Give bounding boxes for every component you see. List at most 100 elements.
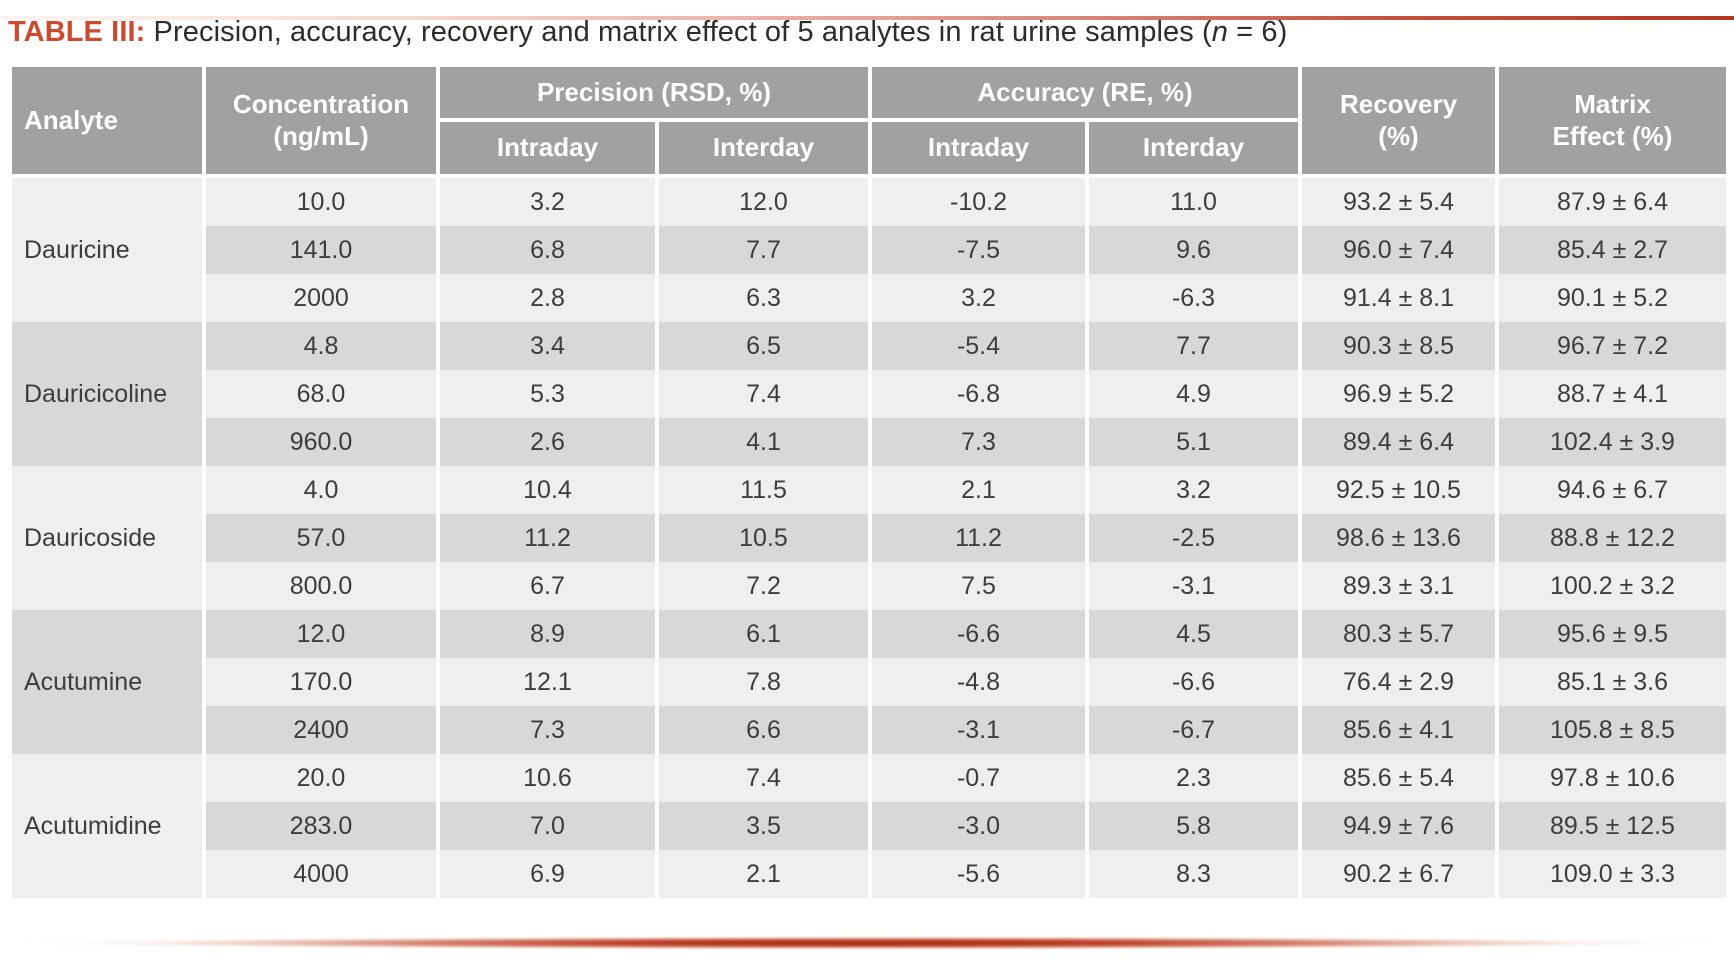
table-row: 2400 7.3 6.6 -3.1 -6.7 85.6 ± 4.1 105.8 ± 8.5: [10, 706, 1730, 754]
analyte-cell: Acutumidine: [8, 754, 206, 898]
accuracy-intraday-cell: -6.6: [868, 610, 1089, 658]
recovery-cell: 90.2 ± 6.7: [1298, 850, 1499, 898]
table-row: Dauricoside 4.0 10.4 11.5 2.1 3.2 92.5 ± 10.5 9…: [8, 466, 1730, 610]
recovery-cell: 98.6 ± 13.6: [1298, 514, 1499, 562]
matrix-effect-cell: 105.8 ± 8.5: [1495, 706, 1730, 754]
column-header-recovery: Recovery (%): [1298, 63, 1499, 178]
table-row: 4000 6.9 2.1 -5.6 8.3 90.2 ± 6.7 109.0 ± 3.3: [10, 850, 1730, 898]
concentration-cell: 68.0: [202, 370, 440, 418]
matrix-effect-cell: 85.1 ± 3.6: [1495, 658, 1730, 706]
precision-intraday-cell: 10.4: [436, 466, 659, 514]
accuracy-intraday-cell: -4.8: [868, 658, 1089, 706]
concentration-cell: 20.0: [202, 754, 440, 802]
accuracy-intraday-cell: -3.0: [868, 802, 1089, 850]
recovery-cell: 89.3 ± 3.1: [1298, 562, 1499, 610]
precision-intraday-cell: 8.9: [436, 610, 659, 658]
precision-intraday-cell: 6.7: [436, 562, 659, 610]
precision-intraday-cell: 5.3: [436, 370, 659, 418]
results-table: Analyte Concentration (ng/mL) Precision …: [8, 63, 1730, 898]
accuracy-interday-cell: -6.7: [1085, 706, 1302, 754]
precision-interday-cell: 6.5: [655, 322, 872, 370]
recovery-cell: 93.2 ± 5.4: [1298, 176, 1499, 226]
recovery-cell: 89.4 ± 6.4: [1298, 418, 1499, 466]
precision-intraday-cell: 3.4: [436, 322, 659, 370]
precision-interday-cell: 6.1: [655, 610, 872, 658]
recovery-cell: 94.9 ± 7.6: [1298, 802, 1499, 850]
column-header-precision-intraday: Intraday: [436, 118, 659, 178]
precision-intraday-cell: 12.1: [436, 658, 659, 706]
table-caption-label: TABLE III:: [8, 16, 146, 48]
precision-intraday-cell: 10.6: [436, 754, 659, 802]
table-row: 800.0 6.7 7.2 7.5 -3.1 89.3 ± 3.1 100.2 ± 3.2: [10, 562, 1730, 610]
accuracy-interday-cell: 5.1: [1085, 418, 1302, 466]
matrix-effect-cell: 96.7 ± 7.2: [1495, 322, 1730, 370]
precision-intraday-cell: 6.8: [436, 226, 659, 274]
accuracy-interday-cell: 4.9: [1085, 370, 1302, 418]
concentration-cell: 170.0: [202, 658, 440, 706]
precision-intraday-cell: 6.9: [436, 850, 659, 898]
accuracy-interday-cell: 11.0: [1085, 176, 1302, 226]
table-row: Dauricicoline 4.8 3.4 6.5 -5.4 7.7 90.3 ± 8.5 9…: [8, 322, 1730, 466]
accuracy-intraday-cell: -5.6: [868, 850, 1089, 898]
recovery-cell: 80.3 ± 5.7: [1298, 610, 1499, 658]
precision-interday-cell: 7.2: [655, 562, 872, 610]
matrix-effect-cell: 109.0 ± 3.3: [1495, 850, 1730, 898]
column-header-accuracy-interday: Interday: [1085, 118, 1302, 178]
accuracy-interday-cell: 8.3: [1085, 850, 1302, 898]
matrix-effect-cell: 88.7 ± 4.1: [1495, 370, 1730, 418]
precision-intraday-cell: 7.3: [436, 706, 659, 754]
table-row: 283.0 7.0 3.5 -3.0 5.8 94.9 ± 7.6 89.5 ± 12.5: [10, 802, 1730, 850]
bottom-gradient-rule: [16, 934, 1718, 952]
table-row: 960.0 2.6 4.1 7.3 5.1 89.4 ± 6.4 102.4 ± 3.9: [10, 418, 1730, 466]
concentration-cell: 141.0: [202, 226, 440, 274]
matrix-effect-cell: 94.6 ± 6.7: [1495, 466, 1730, 514]
precision-intraday-cell: 2.6: [436, 418, 659, 466]
accuracy-intraday-cell: -6.8: [868, 370, 1089, 418]
accuracy-intraday-cell: -0.7: [868, 754, 1089, 802]
recovery-cell: 96.9 ± 5.2: [1298, 370, 1499, 418]
precision-interday-cell: 11.5: [655, 466, 872, 514]
precision-intraday-cell: 2.8: [436, 274, 659, 322]
column-header-precision-interday: Interday: [655, 118, 872, 178]
table-row: 57.0 11.2 10.5 11.2 -2.5 98.6 ± 13.6 88.8 ± 12…: [10, 514, 1730, 562]
accuracy-interday-cell: -3.1: [1085, 562, 1302, 610]
accuracy-intraday-cell: 7.3: [868, 418, 1089, 466]
precision-interday-cell: 7.4: [655, 370, 872, 418]
concentration-cell: 4.0: [202, 466, 440, 514]
accuracy-interday-cell: -2.5: [1085, 514, 1302, 562]
recovery-cell: 92.5 ± 10.5: [1298, 466, 1499, 514]
recovery-cell: 85.6 ± 4.1: [1298, 706, 1499, 754]
analyte-cell: Acutumine: [8, 610, 206, 754]
precision-interday-cell: 4.1: [655, 418, 872, 466]
table-caption-variable: n: [1211, 16, 1229, 48]
top-gradient-rule: [0, 16, 1734, 20]
accuracy-intraday-cell: -5.4: [868, 322, 1089, 370]
accuracy-interday-cell: 9.6: [1085, 226, 1302, 274]
table-body: Dauricine 10.0 3.2 12.0 -10.2 11.0 93.2 ± 5.4 8…: [8, 176, 1730, 898]
precision-interday-cell: 7.4: [655, 754, 872, 802]
concentration-cell: 960.0: [202, 418, 440, 466]
matrix-effect-cell: 90.1 ± 5.2: [1495, 274, 1730, 322]
table-row: 170.0 12.1 7.8 -4.8 -6.6 76.4 ± 2.9 85.1 ± 3.6: [10, 658, 1730, 706]
table-header: Analyte Concentration (ng/mL) Precision …: [8, 63, 1730, 178]
concentration-cell: 2000: [202, 274, 440, 322]
accuracy-interday-cell: 3.2: [1085, 466, 1302, 514]
accuracy-interday-cell: 4.5: [1085, 610, 1302, 658]
matrix-effect-cell: 88.8 ± 12.2: [1495, 514, 1730, 562]
column-header-concentration: Concentration (ng/mL): [202, 63, 440, 178]
concentration-cell: 57.0: [202, 514, 440, 562]
table-row: Acutumine 12.0 8.9 6.1 -6.6 4.5 80.3 ± 5.7 95.6…: [8, 610, 1730, 754]
concentration-cell: 4.8: [202, 322, 440, 370]
precision-interday-cell: 6.6: [655, 706, 872, 754]
accuracy-intraday-cell: 11.2: [868, 514, 1089, 562]
table-row: 2000 2.8 6.3 3.2 -6.3 91.4 ± 8.1 90.1 ± 5.2: [10, 274, 1730, 322]
accuracy-intraday-cell: 2.1: [868, 466, 1089, 514]
concentration-cell: 2400: [202, 706, 440, 754]
precision-interday-cell: 3.5: [655, 802, 872, 850]
accuracy-intraday-cell: -3.1: [868, 706, 1089, 754]
recovery-cell: 91.4 ± 8.1: [1298, 274, 1499, 322]
precision-interday-cell: 2.1: [655, 850, 872, 898]
analyte-cell: Dauricine: [8, 176, 206, 322]
accuracy-intraday-cell: -7.5: [868, 226, 1089, 274]
concentration-cell: 800.0: [202, 562, 440, 610]
